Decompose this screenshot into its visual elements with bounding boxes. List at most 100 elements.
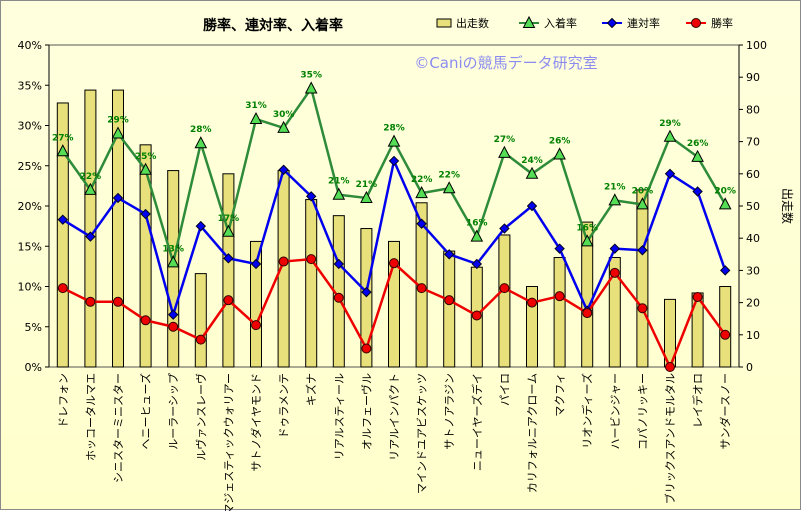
data-label: 13% — [162, 244, 184, 254]
diamond-point — [250, 258, 262, 270]
left-tick-label: 30% — [18, 120, 42, 133]
diamond-point — [140, 208, 151, 220]
right-tick-label: 70 — [746, 136, 760, 149]
triangle-point — [277, 120, 290, 133]
data-label: 20% — [632, 186, 654, 196]
diamond-point — [167, 309, 179, 320]
triangle-point — [525, 166, 539, 179]
triangle-point — [553, 147, 566, 160]
data-label: 35% — [300, 70, 322, 80]
triangle-point — [304, 81, 318, 94]
x-tick-label: カリフォルニアクローム — [526, 373, 539, 493]
left-tick-label: 5% — [25, 321, 42, 334]
diamond-point — [554, 243, 565, 254]
circle-point — [251, 320, 261, 331]
circle-point — [223, 295, 234, 306]
triangle-point — [111, 126, 125, 139]
circle-point — [609, 267, 620, 278]
circle-point — [195, 334, 206, 345]
right-tick-label: 100 — [746, 39, 767, 52]
legend-swatch-bar — [436, 18, 452, 28]
triangle-point — [636, 197, 649, 210]
x-tick-label: キズナ — [304, 373, 318, 406]
data-label: 31% — [245, 101, 267, 111]
bar-3 — [112, 89, 124, 368]
circle-point — [168, 321, 179, 332]
data-label: 26% — [549, 136, 571, 146]
triangle-point — [249, 111, 263, 125]
right-tick-label: 40 — [746, 232, 760, 245]
bar-5 — [167, 170, 180, 368]
diamond-point — [692, 186, 703, 197]
triangle-point — [222, 224, 235, 237]
circle-point — [444, 295, 455, 306]
x-tick-label: オルフェーヴル — [359, 373, 373, 450]
data-label: 22% — [80, 172, 102, 182]
left-tick-label: 25% — [18, 160, 42, 173]
data-label: 17% — [218, 214, 240, 224]
legend-label: 連対率 — [627, 16, 660, 30]
triangle-point — [691, 149, 704, 162]
circle-point — [720, 329, 731, 340]
bar-18 — [526, 286, 538, 368]
legend-marker-triangle — [522, 15, 536, 28]
bar-25 — [719, 286, 732, 368]
legend-label: 出走数 — [456, 16, 489, 30]
x-tick-label: ブリックスアンドモルタル — [663, 373, 677, 504]
x-tick-label: ニューイヤーズデイ — [470, 373, 484, 471]
triangle-point — [360, 190, 373, 203]
circle-point — [527, 297, 537, 308]
circle-point — [333, 292, 344, 303]
data-label: 21% — [356, 180, 378, 190]
right-tick-label: 50 — [746, 200, 760, 213]
diamond-point — [443, 249, 455, 260]
bar-10 — [305, 199, 318, 368]
data-label: 21% — [328, 177, 350, 187]
diamond-point — [85, 231, 96, 242]
circle-point — [278, 256, 289, 267]
bar-15 — [443, 250, 456, 368]
bar-1 — [56, 102, 69, 368]
x-tick-label: リアルインパクト — [388, 373, 401, 461]
circle-point — [140, 315, 151, 326]
triangle-point — [387, 134, 401, 147]
chart-title: 勝率、連対率、入着率 — [203, 17, 343, 34]
right-tick-label: 20 — [746, 297, 760, 310]
circle-point — [554, 291, 565, 302]
triangle-point — [139, 162, 152, 175]
x-tick-label: ハービンジャー — [609, 373, 622, 449]
circle-point — [692, 291, 703, 302]
circle-point — [389, 258, 399, 269]
circle-point — [416, 283, 427, 294]
right-tick-label: 90 — [746, 71, 760, 84]
left-tick-label: 35% — [18, 79, 42, 92]
bar-6 — [194, 273, 207, 368]
x-tick-label: リアルスティール — [333, 373, 346, 460]
triangle-point — [415, 186, 428, 199]
data-label: 21% — [604, 182, 626, 192]
x-tick-label: マインドユアビスケッツ — [416, 373, 429, 494]
legend-label: 勝率 — [711, 16, 733, 30]
data-label: 28% — [383, 124, 405, 134]
circle-point — [113, 296, 123, 307]
left-tick-label: 0% — [25, 361, 42, 374]
data-label: 29% — [659, 119, 681, 129]
diamond-point — [416, 218, 427, 229]
triangle-point — [166, 255, 180, 268]
diamond-point — [609, 243, 621, 254]
x-tick-label: サンダースノー — [718, 373, 732, 449]
x-tick-label: ホッコータルマエ — [84, 373, 97, 461]
triangle-point — [580, 234, 594, 247]
diamond-point — [499, 223, 510, 234]
data-label: 22% — [411, 175, 433, 185]
data-label: 16% — [576, 223, 598, 233]
triangle-point — [442, 181, 456, 194]
diamond-point — [361, 286, 372, 298]
x-tick-label: ヘニーヒューズ — [139, 373, 153, 449]
watermark-text: ©Caniの競馬データ研究室 — [414, 54, 597, 72]
x-tick-label: サトノアラジン — [443, 373, 456, 450]
circle-point — [306, 254, 317, 265]
data-label: 30% — [273, 110, 295, 120]
data-label: 27% — [494, 135, 516, 145]
